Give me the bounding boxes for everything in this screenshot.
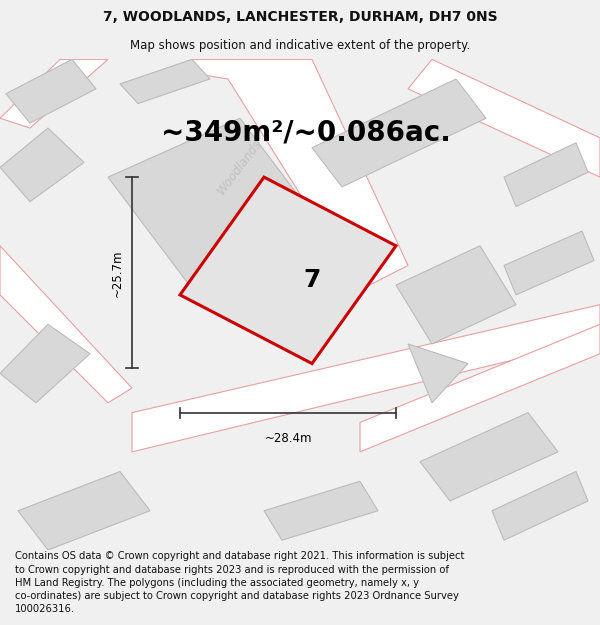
Polygon shape	[0, 59, 108, 128]
Polygon shape	[264, 481, 378, 540]
Text: ~349m²/~0.086ac.: ~349m²/~0.086ac.	[161, 119, 451, 147]
Polygon shape	[396, 246, 516, 344]
Text: Woodlands: Woodlands	[215, 138, 265, 198]
Polygon shape	[408, 344, 468, 402]
Polygon shape	[0, 324, 90, 402]
Polygon shape	[408, 59, 600, 177]
Text: 7, WOODLANDS, LANCHESTER, DURHAM, DH7 0NS: 7, WOODLANDS, LANCHESTER, DURHAM, DH7 0N…	[103, 10, 497, 24]
Polygon shape	[108, 118, 336, 304]
Polygon shape	[132, 304, 600, 452]
Polygon shape	[0, 246, 132, 402]
Polygon shape	[0, 128, 84, 202]
Polygon shape	[504, 231, 594, 295]
Text: Contains OS data © Crown copyright and database right 2021. This information is : Contains OS data © Crown copyright and d…	[15, 551, 464, 614]
Polygon shape	[120, 59, 210, 104]
Polygon shape	[492, 471, 588, 540]
Polygon shape	[420, 412, 558, 501]
Polygon shape	[360, 324, 600, 452]
Polygon shape	[18, 471, 150, 550]
Text: ~25.7m: ~25.7m	[110, 249, 124, 296]
Text: 7: 7	[304, 268, 320, 292]
Text: ~28.4m: ~28.4m	[264, 432, 312, 445]
Polygon shape	[6, 59, 96, 123]
Polygon shape	[180, 177, 396, 364]
Text: Map shows position and indicative extent of the property.: Map shows position and indicative extent…	[130, 39, 470, 52]
Polygon shape	[168, 59, 408, 290]
Polygon shape	[312, 79, 486, 187]
Polygon shape	[504, 142, 588, 206]
